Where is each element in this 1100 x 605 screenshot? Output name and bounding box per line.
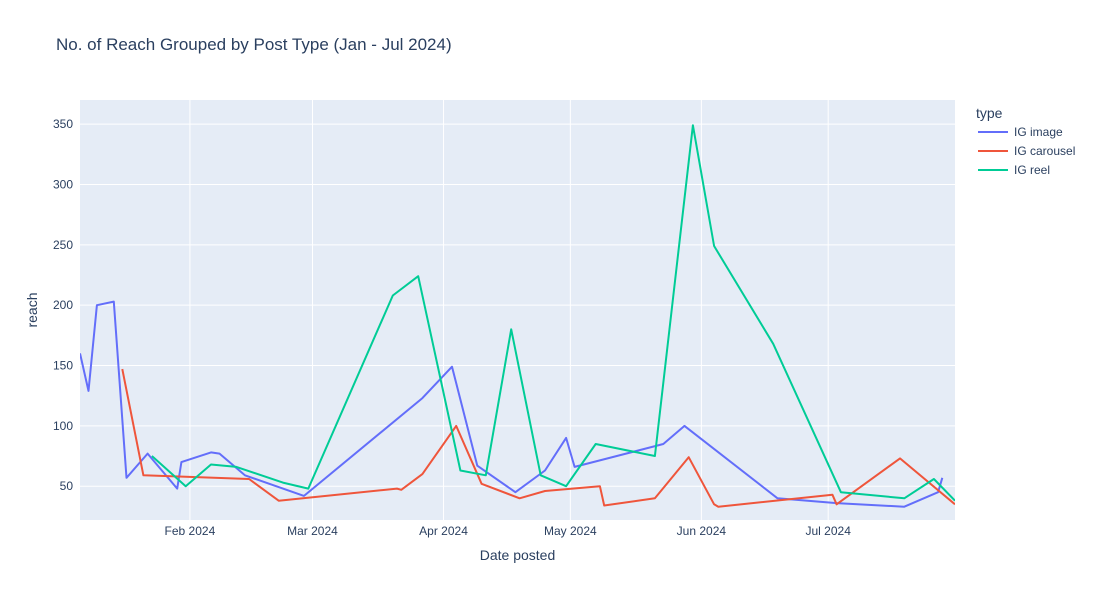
legend-label-ig-image: IG image [1014, 125, 1063, 139]
legend-items: IG image IG carousel IG reel [978, 125, 1075, 177]
y-tick-label: 300 [53, 177, 73, 191]
y-axis-title: reach [24, 292, 40, 327]
x-tick-label: May 2024 [544, 524, 597, 538]
legend-title: type [976, 105, 1003, 121]
y-tick-label: 150 [53, 359, 73, 373]
x-tick-label: Jul 2024 [806, 524, 852, 538]
y-tick-label: 350 [53, 117, 73, 131]
legend-label-ig-carousel: IG carousel [1014, 144, 1075, 158]
legend-item-ig-carousel: IG carousel [978, 144, 1075, 158]
series-lines [80, 124, 955, 508]
y-tick-label: 200 [53, 298, 73, 312]
x-tick-label: Feb 2024 [165, 524, 216, 538]
x-tick-label: Jun 2024 [677, 524, 727, 538]
x-tick-label: Apr 2024 [419, 524, 468, 538]
legend-item-ig-reel: IG reel [978, 163, 1050, 177]
legend-item-ig-image: IG image [978, 125, 1063, 139]
chart-title: No. of Reach Grouped by Post Type (Jan -… [56, 35, 452, 54]
gridlines [80, 100, 955, 520]
legend-label-ig-reel: IG reel [1014, 163, 1050, 177]
plot-background [80, 100, 955, 520]
y-tick-label: 100 [53, 419, 73, 433]
series-line-ig-image [80, 300, 944, 508]
legend: type IG image IG carousel IG reel [976, 105, 1075, 177]
tick-labels: 50 100 150 200 250 300 350 Feb 2024 Mar 2024 Apr … [53, 117, 851, 538]
y-tick-label: 250 [53, 238, 73, 252]
series-line-ig-reel [151, 124, 955, 502]
x-tick-label: Mar 2024 [287, 524, 338, 538]
x-axis-title: Date posted [480, 547, 556, 563]
series-line-ig-carousel [121, 368, 955, 508]
y-tick-label: 50 [60, 479, 74, 493]
